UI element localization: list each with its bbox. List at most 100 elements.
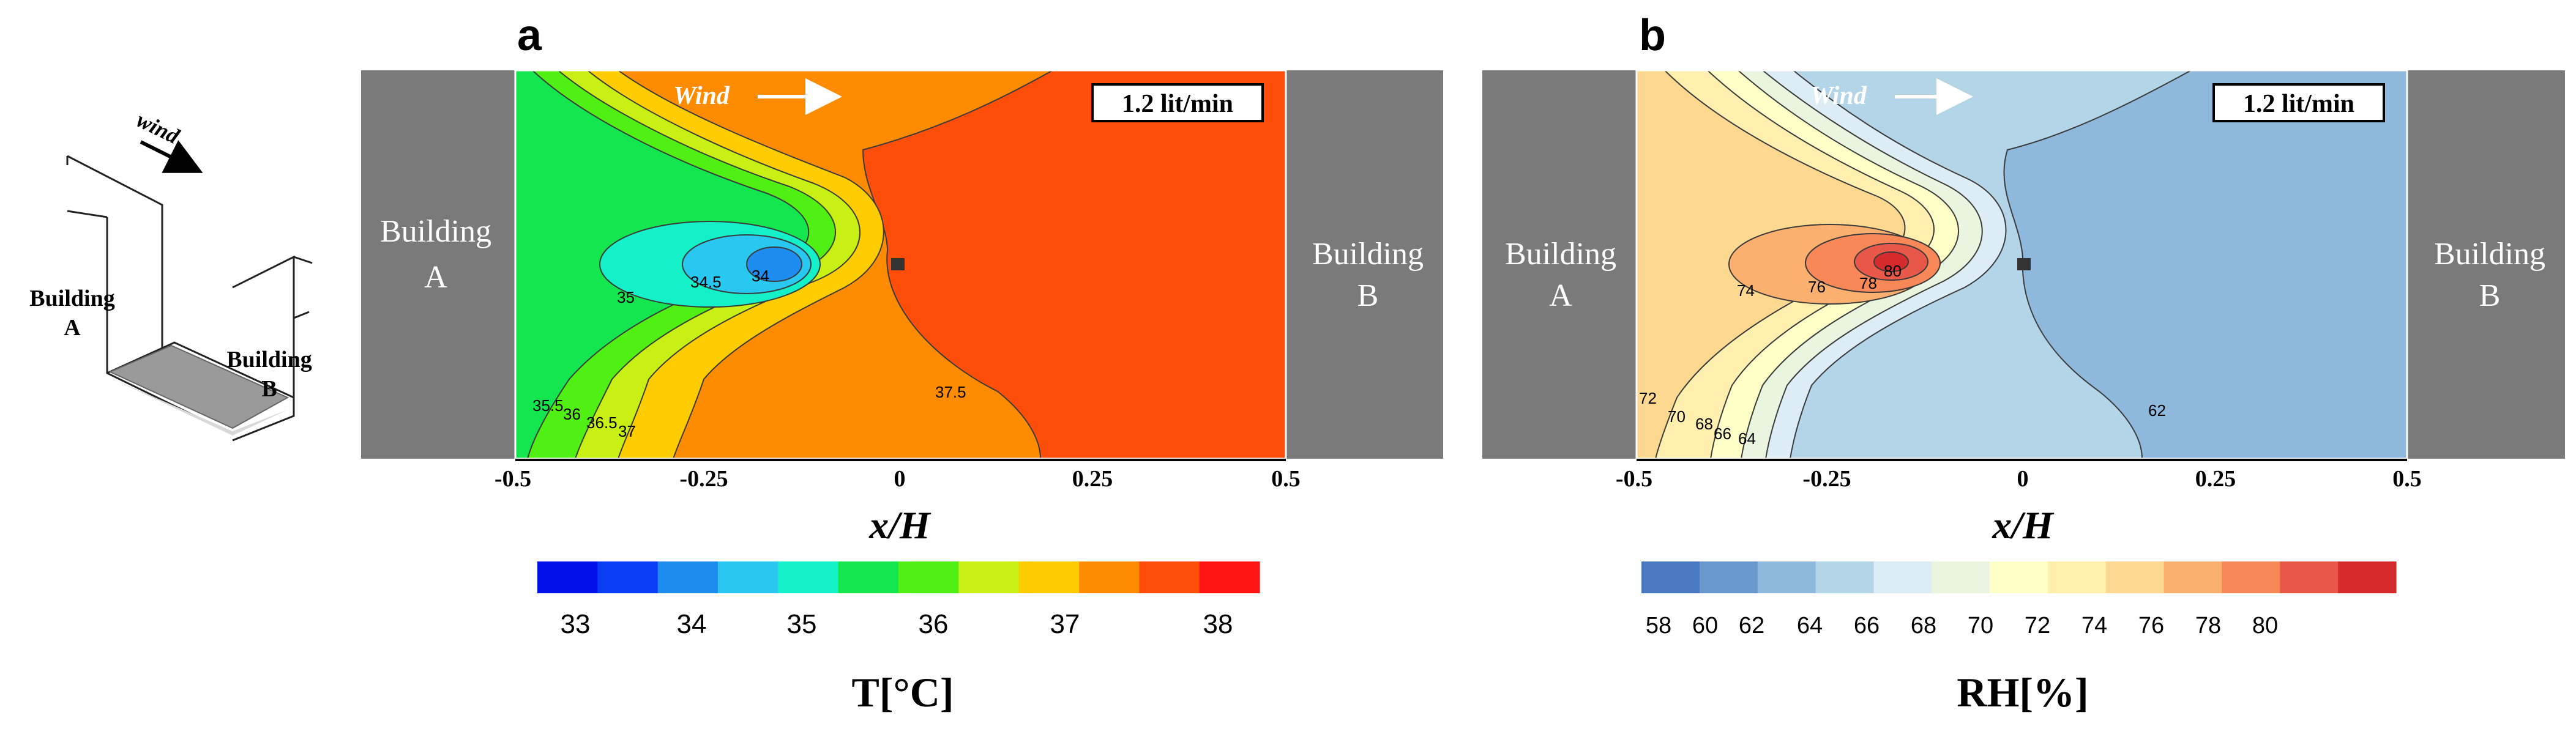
contour-label: 62 (2148, 401, 2166, 420)
colorbar-tick-label: 80 (2252, 613, 2278, 639)
colorbar-tick-label: 60 (1692, 613, 1718, 639)
panel-b-contour-field (1637, 70, 2407, 459)
colorbar-swatch (2338, 561, 2397, 593)
panel-b-contour-labels: 80 78 76 74 72 70 68 66 64 62 (1639, 262, 2166, 448)
colorbar-swatch (2105, 561, 2165, 593)
contour-label: 76 (1808, 278, 1826, 296)
colorbar-swatch (1699, 561, 1758, 593)
colorbar-tick-label: 74 (2081, 613, 2107, 639)
building-a-outline (67, 155, 163, 355)
schematic (66, 140, 313, 442)
colorbar-tick-label: 36 (919, 609, 949, 639)
colorbar-tick-label: 64 (1797, 613, 1823, 639)
panel-b-building-right-line2: B (2479, 278, 2501, 313)
contour-label: 35.5 (532, 396, 564, 415)
panel-a-colorbar (537, 561, 1260, 593)
colorbar-swatch (778, 561, 839, 593)
street-floor (108, 344, 289, 429)
colorbar-swatch (2163, 561, 2223, 593)
contour-label: 34 (752, 267, 769, 285)
panel-a-building-right-line1: Building (1312, 237, 1424, 272)
colorbar-swatch (2222, 561, 2280, 593)
panel-b-colorbar-ticks: 58 60 62 64 66 68 70 72 74 76 78 80 (1646, 613, 2278, 639)
panel-b-wind-label: Wind (1810, 82, 1867, 110)
colorbar-tick-label: 70 (1968, 613, 1993, 639)
x-tick-label: 0.25 (1072, 466, 1113, 492)
contour-label: 66 (1714, 424, 1731, 443)
panel-b-sensor (2017, 258, 2031, 270)
panel-a-x-ticks: -0.5 -0.25 0 0.25 0.5 (495, 466, 1301, 492)
panel-a-wind-label: Wind (673, 82, 730, 110)
building-a-left (67, 210, 108, 218)
panel-a-building-right (1286, 70, 1443, 459)
schematic-building-b-line1: Building (226, 347, 312, 372)
panel-b-x-label: x/H (1992, 503, 2055, 547)
x-tick-label: 0 (2017, 466, 2029, 492)
x-tick-label: -0.25 (679, 466, 728, 492)
colorbar-swatch (1873, 561, 1932, 593)
panel-a-sensor (891, 258, 905, 270)
panel-b: b 80 (1482, 11, 2565, 716)
panel-a-x-label: x/H (868, 503, 931, 547)
x-tick-label: 0.5 (1271, 466, 1301, 492)
panel-a-colorbar-title: T[°C] (852, 669, 954, 716)
panel-a: a 34 34.5 (361, 11, 1443, 716)
colorbar-swatch (537, 561, 598, 593)
colorbar-swatch (1815, 561, 1874, 593)
panel-a-building-right-line2: B (1357, 278, 1379, 313)
panel-b-colorbar (1641, 561, 2397, 593)
colorbar-swatch (2280, 561, 2339, 593)
contour-label: 68 (1695, 415, 1713, 433)
contour-label: 70 (1668, 407, 1686, 426)
colorbar-swatch (2047, 561, 2107, 593)
colorbar-swatch (1641, 561, 1700, 593)
colorbar-swatch (1079, 561, 1140, 593)
colorbar-tick-label: 35 (787, 609, 817, 639)
colorbar-swatch (597, 561, 659, 593)
colorbar-swatch (657, 561, 719, 593)
contour-label: 80 (1884, 262, 1902, 280)
colorbar-tick-label: 38 (1203, 609, 1233, 639)
contour-label: 64 (1738, 429, 1756, 448)
x-tick-label: -0.5 (1616, 466, 1652, 492)
x-tick-label: -0.25 (1802, 466, 1851, 492)
building-b-outline (232, 255, 295, 442)
panel-a-contour-labels: 34 34.5 35 35.5 36 36.5 37 37.5 (532, 267, 966, 440)
contour-label: 36 (563, 405, 581, 423)
colorbar-swatch (1990, 561, 2048, 593)
colorbar-tick-label: 68 (1911, 613, 1936, 639)
panel-b-building-left (1482, 70, 1637, 459)
x-tick-label: 0.5 (2392, 466, 2422, 492)
contour-label: 37.5 (935, 383, 966, 401)
colorbar-tick-label: 37 (1050, 609, 1080, 639)
schematic-building-a-line1: Building (29, 286, 114, 311)
panel-b-label: b (1639, 11, 1666, 60)
building-b-top (293, 256, 313, 264)
panel-a-building-left-line2: A (424, 260, 447, 295)
colorbar-tick-label: 58 (1646, 613, 1671, 639)
contour-label: 72 (1639, 389, 1657, 407)
colorbar-tick-label: 34 (677, 609, 707, 639)
x-tick-label: 0 (894, 466, 906, 492)
colorbar-tick-label: 78 (2195, 613, 2221, 639)
colorbar-swatch (718, 561, 778, 593)
panel-b-colorbar-title: RH[%] (1957, 669, 2088, 716)
contour-label: 34.5 (690, 273, 722, 291)
colorbar-swatch (898, 561, 959, 593)
contour-label: 36.5 (586, 413, 618, 432)
panel-a-building-left-line1: Building (380, 214, 491, 249)
building-b-fin (293, 311, 310, 319)
colorbar-tick-label: 62 (1739, 613, 1764, 639)
panel-b-flow-rate: 1.2 lit/min (2243, 90, 2354, 118)
colorbar-swatch (1932, 561, 1990, 593)
panel-b-building-left-line2: A (1549, 278, 1572, 313)
panel-b-flow-rate-box (2212, 83, 2385, 122)
schematic-wind-arrow (140, 140, 203, 173)
contour-label: 37 (618, 422, 636, 440)
panel-b-building-right-line1: Building (2434, 237, 2545, 272)
colorbar-tick-label: 66 (1854, 613, 1880, 639)
panel-a-label: a (517, 11, 542, 60)
colorbar-swatch (838, 561, 899, 593)
contour-label: 78 (1859, 274, 1877, 292)
